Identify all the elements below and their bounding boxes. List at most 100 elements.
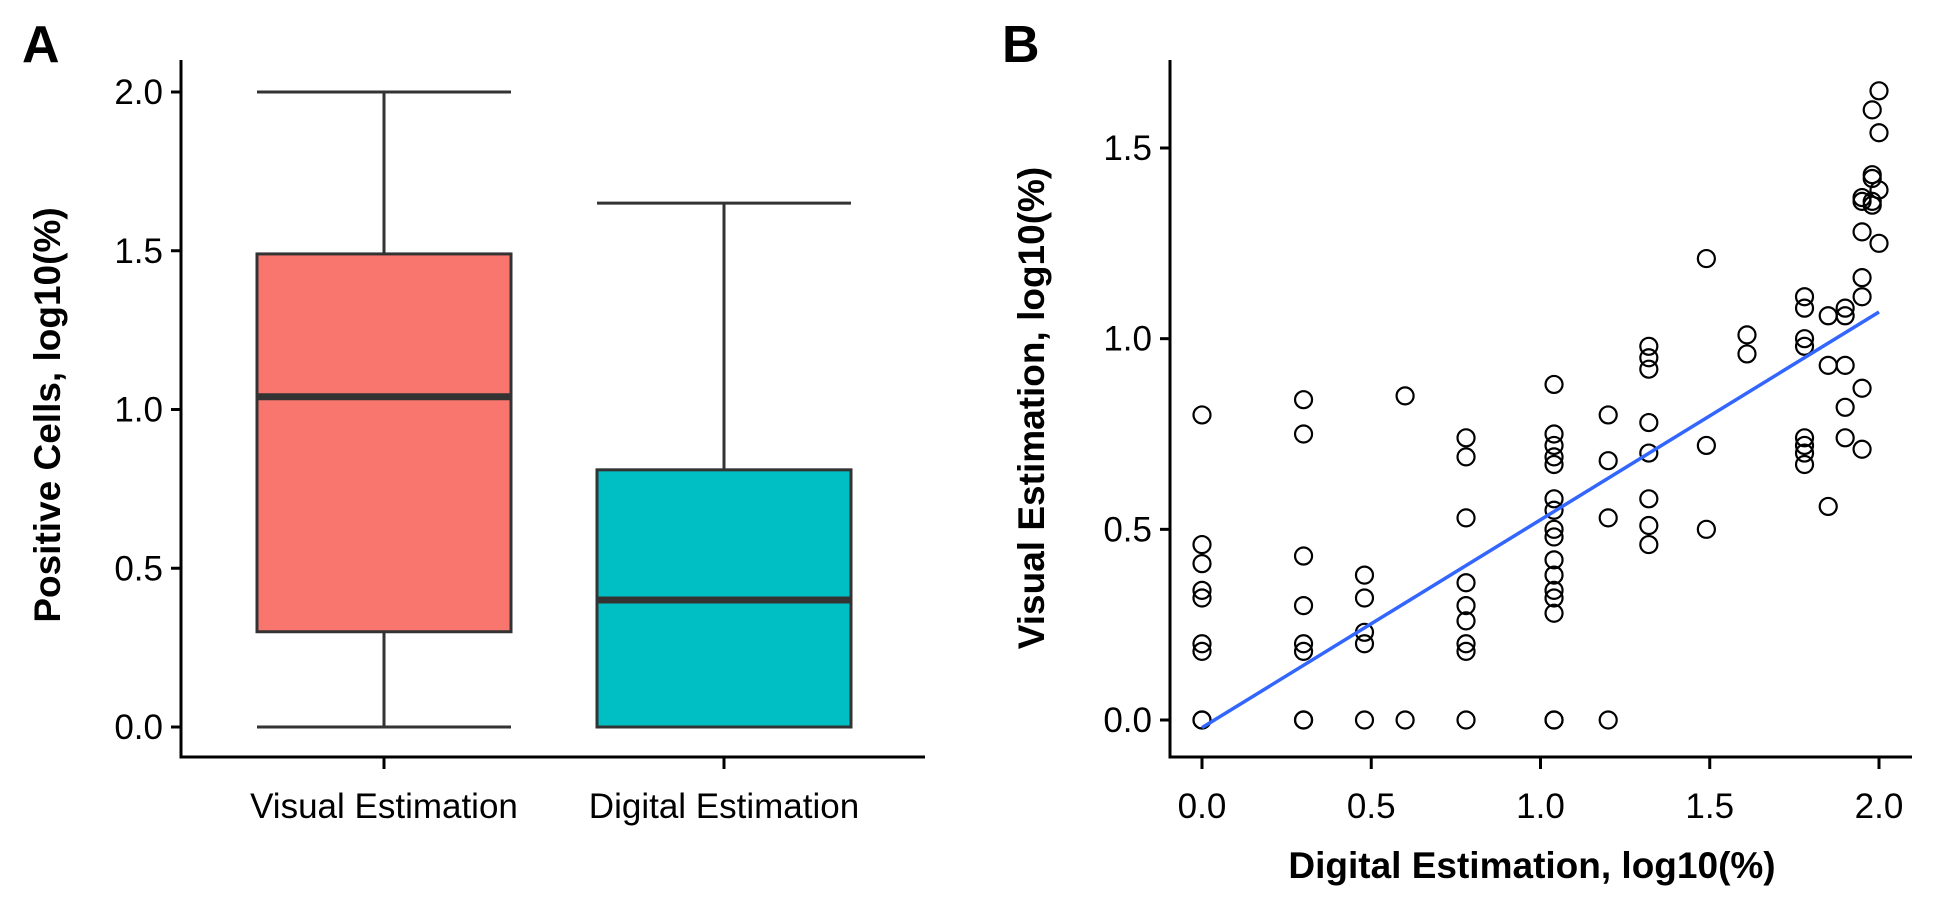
data-point (1456, 508, 1476, 528)
data-point (1852, 378, 1872, 398)
data-point (1794, 336, 1815, 356)
data-point (1639, 348, 1659, 368)
data-point (1544, 588, 1564, 608)
data-point (1293, 634, 1314, 654)
y-tick-label: 0.5 (1103, 510, 1152, 549)
box-visual (255, 90, 513, 729)
data-point (1354, 634, 1375, 654)
x-tick-label: Digital Estimation (589, 787, 859, 826)
panel-b-y-axis-title: Visual Estimation, log10(%) (1011, 167, 1052, 649)
data-point (1794, 428, 1815, 448)
y-tick-label: 1.5 (114, 232, 163, 271)
panel-b-x-axis-title: Digital Estimation, log10(%) (1288, 845, 1775, 886)
data-point (1544, 500, 1564, 520)
data-point (1794, 287, 1815, 307)
data-point (1598, 405, 1618, 425)
data-point (1192, 534, 1212, 555)
data-point (1696, 519, 1716, 539)
data-point (1869, 233, 1889, 253)
data-point (1852, 287, 1872, 307)
data-point (1544, 447, 1564, 467)
x-tick-label: 0.0 (1178, 787, 1227, 826)
y-tick-label: 0.0 (114, 708, 163, 747)
data-point (1456, 641, 1476, 661)
x-tick-label: 1.5 (1685, 787, 1734, 826)
data-point (1293, 424, 1314, 444)
data-point (1598, 710, 1618, 730)
data-point (1852, 439, 1872, 459)
data-point (1456, 428, 1476, 448)
data-point (1456, 634, 1476, 654)
data-point (1456, 447, 1476, 467)
data-point (1639, 412, 1659, 433)
data-point (1835, 355, 1855, 375)
y-tick-label: 0.5 (114, 549, 163, 588)
panel-a-boxes (255, 90, 853, 729)
data-point (1544, 519, 1564, 539)
panel-b-axes: 0.0 0.5 1.0 1.5 0.0 0.5 1.0 1.5 2.0 (1103, 60, 1912, 826)
data-point (1598, 451, 1618, 471)
data-point (1818, 355, 1838, 375)
panel-b-label: B (1002, 16, 1040, 74)
data-point (1544, 580, 1564, 600)
box-digital (595, 201, 853, 729)
data-point (1544, 565, 1564, 585)
data-point (1544, 424, 1564, 444)
data-point (1293, 546, 1314, 566)
data-point (1794, 443, 1815, 463)
y-tick-label: 1.0 (1103, 320, 1152, 359)
data-point (1696, 248, 1716, 269)
data-point (1544, 489, 1564, 509)
data-point (1639, 359, 1659, 379)
data-point (1852, 268, 1872, 288)
data-point (1862, 168, 1882, 189)
data-point (1852, 222, 1872, 242)
data-point (1794, 329, 1815, 349)
data-point (1835, 306, 1855, 326)
data-point (1395, 386, 1415, 406)
data-point (1835, 298, 1855, 318)
regression-line (1201, 310, 1880, 730)
data-point (1293, 595, 1314, 616)
data-point (1456, 710, 1476, 730)
x-tick-label: 1.0 (1516, 787, 1565, 826)
data-point (1835, 428, 1855, 448)
data-point (1639, 534, 1659, 555)
data-point (1639, 336, 1659, 356)
panel-a-y-axis-title: Positive Cells, log10(%) (27, 207, 68, 622)
data-point (1456, 595, 1476, 616)
iqr-box (255, 252, 513, 634)
data-point (1544, 374, 1564, 395)
data-point (1192, 634, 1212, 654)
panel-a-axes: 0.0 0.5 1.0 1.5 2.0 Visual Estimation Digital … (114, 60, 925, 826)
data-point (1354, 710, 1375, 730)
data-point (1639, 515, 1659, 536)
data-point (1456, 611, 1476, 631)
x-tick-label: 0.5 (1347, 787, 1396, 826)
y-tick-label: 2.0 (114, 73, 163, 112)
data-point (1835, 397, 1855, 417)
data-point (1395, 710, 1415, 730)
x-tick-label: 2.0 (1855, 787, 1904, 826)
data-point (1598, 508, 1618, 528)
panel-b-fit-line (1201, 310, 1880, 730)
data-point (1293, 390, 1314, 410)
data-point (1354, 565, 1375, 585)
data-point (1818, 306, 1838, 326)
data-point (1456, 573, 1476, 593)
data-point (1544, 435, 1564, 456)
data-point (1354, 588, 1375, 608)
y-tick-label: 0.0 (1103, 701, 1152, 740)
y-tick-label: 1.0 (114, 391, 163, 430)
data-point (1544, 603, 1564, 623)
data-point (1192, 710, 1212, 730)
data-point (1293, 710, 1314, 730)
data-point (1544, 454, 1564, 475)
panel-b-scatter: B 0.0 0.5 1.0 1.5 0.0 0.5 1.0 1.5 2.0 Digital Es… (1002, 16, 1912, 886)
y-tick-label: 1.5 (1103, 129, 1152, 168)
data-point (1794, 298, 1815, 318)
panel-a-boxplot: A 0.0 0.5 1.0 1.5 2.0 Visual Estimation Digita… (22, 16, 925, 826)
data-point (1192, 580, 1212, 600)
data-point (1794, 454, 1815, 475)
